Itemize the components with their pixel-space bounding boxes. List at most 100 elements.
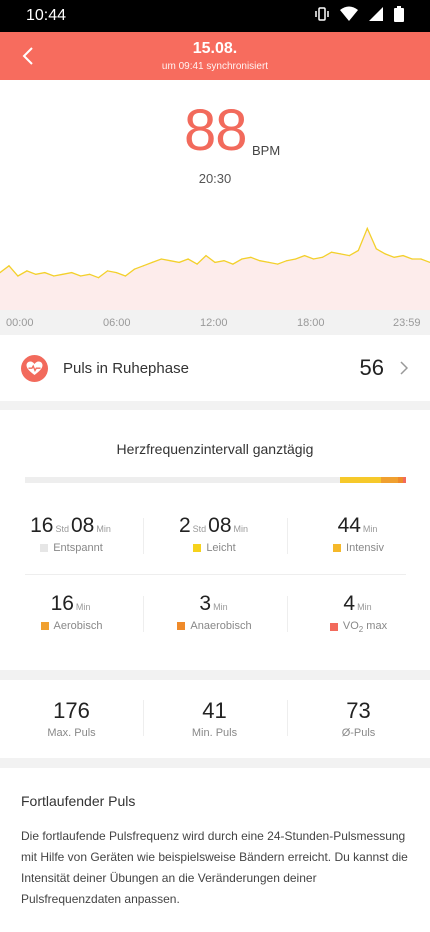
zone-vo2max-swatch <box>329 623 338 632</box>
chart-point <box>277 263 279 265</box>
app-header: 15.08. um 09:41 synchronisiert <box>0 32 430 80</box>
chart-point <box>115 272 118 274</box>
chart-point <box>26 270 28 272</box>
zone-relaxed-swatch <box>40 544 49 552</box>
chart-point <box>169 260 171 262</box>
chart-tick-label: 00:00 <box>6 317 34 329</box>
zone-aerobic: 16 Min Aerobisch <box>0 592 143 632</box>
zone-relaxed: 16 Std08 Min Entspannt <box>30 514 111 554</box>
chart-point <box>393 256 395 258</box>
chart-point <box>223 260 225 262</box>
chart-point <box>241 258 243 260</box>
zone-vo2max-label: VO2 max <box>342 620 388 635</box>
chart-point <box>312 258 315 260</box>
chart-point <box>348 255 350 257</box>
info-text: Die fortlaufende Pulsfrequenz wird durch… <box>21 829 408 906</box>
chart-point <box>411 258 413 260</box>
info-section: Fortlaufender Puls Die fortlaufende Puls… <box>0 768 430 932</box>
chart-point <box>375 248 377 250</box>
chart-point <box>8 265 10 267</box>
zone-light-label: Leicht <box>206 542 236 554</box>
chart-tick-label: 23:59 <box>393 317 421 329</box>
chart-point <box>178 261 180 263</box>
status-time: 10:44 <box>26 7 67 24</box>
chart-x-axis: 00:00 06:00 12:00 18:00 23:59 <box>0 310 430 334</box>
chart-point <box>232 263 234 265</box>
chart-point <box>384 253 386 255</box>
back-button[interactable] <box>14 42 42 70</box>
divider <box>25 574 406 575</box>
chart-point <box>321 256 324 258</box>
chart-point <box>35 273 37 275</box>
chart-point <box>214 261 216 263</box>
chart-point <box>268 261 270 263</box>
chart-point <box>71 272 73 274</box>
heart-rate-chart[interactable] <box>0 208 430 310</box>
chart-tick-label: 06:00 <box>103 317 131 329</box>
chart-point <box>44 272 46 274</box>
chart-point <box>357 249 359 252</box>
zones-title: Herzfrequenzintervall ganztägig <box>116 441 314 457</box>
chart-point <box>133 268 135 270</box>
current-bpm-value: 88 <box>184 98 248 163</box>
chart-point <box>88 273 91 275</box>
resting-label: Puls in Ruhephase <box>63 360 189 377</box>
chart-point <box>106 270 109 272</box>
page-title: 15.08. <box>192 40 238 57</box>
chart-point <box>295 258 297 260</box>
current-bpm-time: 20:30 <box>198 171 232 186</box>
heart-rate-card: 88 BPM 20:30 00:00 06:00 12:00 18:00 23:59 <box>0 80 430 334</box>
status-icons <box>314 6 404 22</box>
status-bar: 10:44 <box>0 0 430 32</box>
divider <box>143 596 144 632</box>
chart-point <box>187 258 189 260</box>
chevron-right-icon <box>400 361 408 375</box>
chart-point <box>250 256 252 258</box>
average-heart-rate: 73 Ø-Puls <box>341 698 376 739</box>
sync-status: um 09:41 synchronisiert <box>161 61 269 72</box>
chart-point <box>151 261 153 263</box>
wifi-icon <box>340 6 358 21</box>
chart-point <box>259 260 261 262</box>
zone-anaerobic: 3 Min Anaerobisch <box>143 592 286 632</box>
divider <box>287 518 288 554</box>
chart-point <box>339 253 342 255</box>
heart-rate-icon <box>21 355 48 382</box>
zone-intensive: 44 Min Intensiv <box>287 514 430 554</box>
divider <box>287 596 288 632</box>
divider <box>143 700 144 736</box>
zone-bar-segment <box>402 477 406 483</box>
chart-point <box>142 265 144 267</box>
heart-rate-summary-card: 176 Max. Puls 41 Min. Puls 73 Ø-Puls <box>0 680 430 758</box>
chart-point <box>0 272 1 274</box>
zone-bar-segment <box>397 477 403 483</box>
heart-rate-zones-card: Herzfrequenzintervall ganztägig 16 Std08 M… <box>0 410 430 670</box>
zone-light-swatch <box>193 544 202 552</box>
zone-aerobic-label: Aerobisch <box>53 620 103 632</box>
chart-tick-label: 12:00 <box>200 317 228 329</box>
divider <box>143 518 144 554</box>
vibrate-icon <box>315 7 329 21</box>
chart-point <box>160 258 162 260</box>
chart-point <box>124 275 127 277</box>
zone-bar-segment <box>339 477 382 483</box>
zone-intensive-swatch <box>333 544 342 552</box>
chart-point <box>420 258 422 260</box>
divider <box>287 700 288 736</box>
resting-value: 56 <box>359 355 384 380</box>
chart-point <box>205 255 207 257</box>
battery-icon <box>394 6 404 22</box>
chart-point <box>330 251 333 253</box>
chart-point <box>196 263 198 265</box>
chart-area <box>0 228 430 310</box>
resting-heart-rate-row[interactable]: Puls in Ruhephase 56 <box>0 335 430 401</box>
current-bpm-unit: BPM <box>252 143 281 158</box>
zone-vo2max: 4 Min VO2 max <box>287 592 430 634</box>
chart-point <box>53 275 55 277</box>
chart-point <box>80 275 82 277</box>
zone-bar-segment <box>25 477 340 483</box>
zone-aerobic-swatch <box>40 622 49 630</box>
zone-anaerobic-label: Anaerobisch <box>190 620 252 632</box>
zone-relaxed-label: Entspannt <box>53 542 103 554</box>
zone-anaerobic-swatch <box>177 622 186 630</box>
